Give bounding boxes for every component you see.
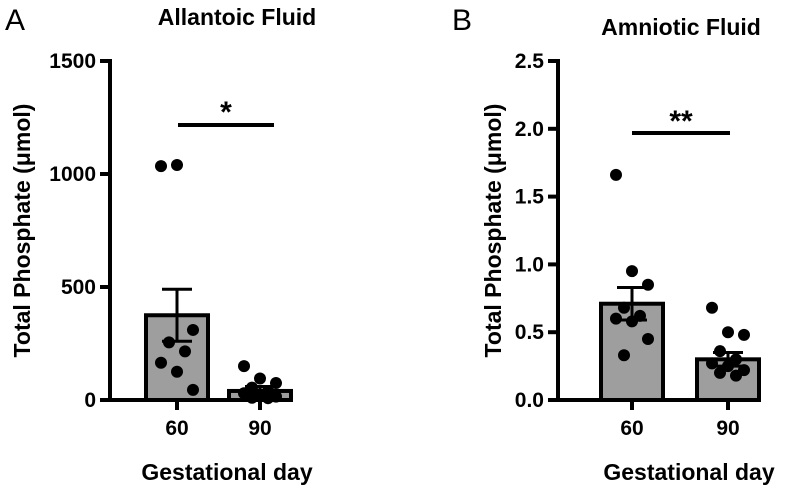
y-tick-label: 0 — [84, 389, 96, 412]
x-axis-label: Gestational day — [141, 459, 312, 485]
data-point-90 — [270, 377, 282, 390]
panel-b: B Amniotic Fluid 0.0 0.5 1.0 1.5 2.0 2.5 60 90 Ges… — [452, 4, 775, 485]
y-tick-label: 2.0 — [515, 118, 544, 141]
data-point-60 — [610, 168, 622, 181]
data-point-60 — [626, 315, 638, 328]
data-point-60 — [179, 345, 191, 358]
y-tick-label: 1.5 — [515, 186, 545, 209]
y-axis-label: Total Phosphate (μmol) — [9, 104, 35, 358]
y-tick-label: 1.0 — [515, 253, 544, 276]
chart-title: Allantoic Fluid — [158, 4, 316, 30]
data-point-90 — [722, 326, 734, 339]
panel-a: A Allantoic Fluid 0 500 1000 1500 60 90 Gestatio… — [5, 4, 316, 485]
x-axis-label: Gestational day — [603, 459, 774, 485]
y-tick-label: 2.5 — [515, 50, 545, 73]
data-point-90 — [714, 345, 726, 358]
chart-title: Amniotic Fluid — [601, 14, 761, 40]
data-point-60 — [171, 158, 183, 171]
data-point-60 — [626, 265, 638, 278]
data-point-60 — [187, 383, 199, 396]
data-point-90 — [730, 369, 742, 382]
panel-letter: A — [5, 4, 25, 37]
data-point-60 — [187, 323, 199, 336]
data-point-60 — [155, 160, 167, 173]
data-point-60 — [155, 356, 167, 369]
data-point-90 — [730, 353, 742, 366]
y-tick-label: 1500 — [49, 50, 96, 73]
significance-marker: * — [220, 96, 232, 129]
x-tick-label: 90 — [716, 417, 739, 440]
y-axis-label: Total Phosphate (μmol) — [480, 104, 506, 358]
data-point-60 — [163, 336, 175, 349]
x-tick-label: 60 — [165, 417, 188, 440]
data-point-90 — [254, 372, 266, 385]
data-point-60 — [171, 365, 183, 378]
data-point-90 — [706, 301, 718, 314]
data-point-60 — [642, 278, 654, 291]
panel-letter: B — [452, 4, 472, 37]
data-point-60 — [610, 312, 622, 325]
data-point-60 — [618, 349, 630, 362]
data-point-90 — [238, 360, 250, 373]
significance-marker: ** — [669, 105, 693, 138]
x-tick-label: 90 — [248, 417, 271, 440]
data-point-60 — [618, 301, 630, 314]
data-point-60 — [642, 332, 654, 345]
data-point-90 — [738, 328, 750, 341]
y-tick-label: 500 — [61, 276, 96, 299]
y-tick-label: 0.5 — [515, 321, 545, 344]
y-tick-label: 1000 — [49, 163, 96, 186]
y-tick-label: 0.0 — [515, 389, 544, 412]
data-point-90 — [722, 360, 734, 373]
data-point-90 — [714, 366, 726, 379]
x-tick-label: 60 — [620, 417, 643, 440]
data-point-90 — [706, 357, 718, 370]
